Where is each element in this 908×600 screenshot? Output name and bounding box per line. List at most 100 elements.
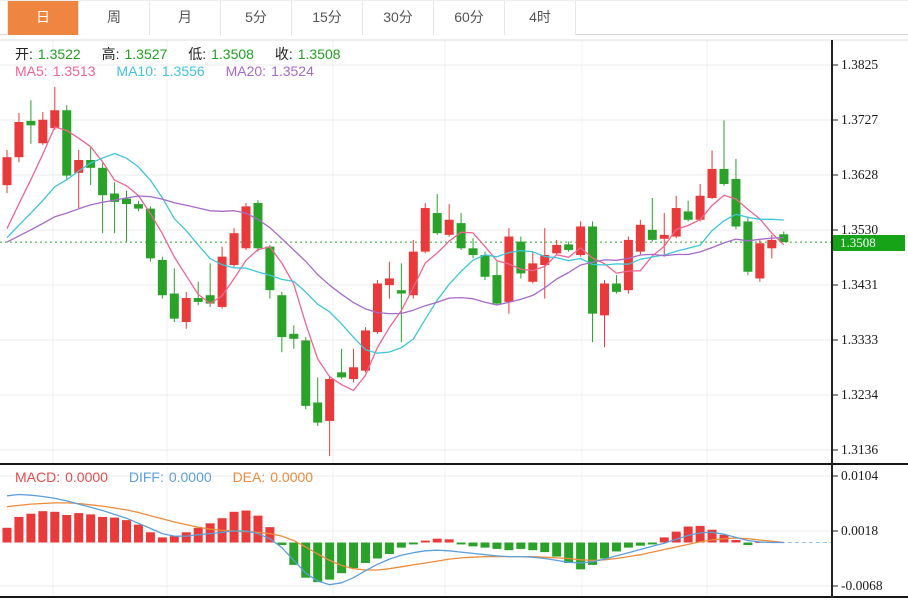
low-label: 低:	[188, 46, 207, 62]
candle-body	[277, 295, 287, 338]
macd-histogram-bar	[540, 542, 550, 553]
ma10-value: 1.3556	[161, 63, 205, 79]
candle-body	[229, 233, 239, 266]
candle-body	[552, 244, 562, 254]
candle-body	[671, 208, 681, 237]
candle-body	[659, 234, 669, 239]
macd-histogram-bar	[205, 523, 215, 543]
macd-histogram-bar	[516, 542, 526, 549]
candle-body	[647, 229, 657, 240]
macd-axis-label: -0.0068	[841, 578, 883, 593]
high-value: 1.3527	[124, 46, 168, 62]
macd-histogram-bar	[600, 542, 609, 559]
macd-histogram-bar	[528, 542, 538, 551]
candle-body	[504, 236, 514, 302]
close-value: 1.3508	[297, 46, 341, 62]
candle-body	[731, 178, 741, 227]
macd-histogram-bar	[313, 542, 323, 583]
candle-body	[265, 246, 275, 291]
macd-histogram-bar	[623, 542, 633, 548]
macd-value: 0.0000	[65, 469, 108, 485]
candle-body	[313, 402, 323, 423]
tab-5min[interactable]: 5分	[221, 1, 292, 35]
macd-histogram-bar	[157, 537, 167, 543]
macd-histogram-bar	[504, 542, 514, 551]
macd-histogram-bar	[564, 542, 574, 563]
macd-histogram-bar	[241, 510, 251, 543]
candle-body	[755, 243, 765, 279]
tab-30min[interactable]: 30分	[363, 1, 434, 35]
price-axis-label: 1.3333	[841, 332, 879, 347]
ma20-value: 1.3524	[271, 63, 314, 79]
ma20-line	[6, 195, 784, 315]
tab-4hour[interactable]: 4时	[505, 1, 576, 35]
diff-value: 0.0000	[168, 469, 212, 485]
candle-body	[420, 208, 430, 252]
dea-value: 0.0000	[270, 469, 314, 485]
macd-histogram-bar	[122, 520, 131, 543]
timeframe-tabbar: 日周月 5分 15分 30分 60分 4时	[0, 0, 908, 35]
macd-histogram-bar	[647, 542, 657, 545]
macd-histogram-bar	[444, 539, 454, 543]
candle-body	[600, 283, 609, 316]
candle-body	[528, 263, 538, 282]
candle-body	[767, 239, 777, 249]
macd-histogram-bar	[74, 513, 84, 543]
macd-histogram-bar	[229, 511, 239, 543]
macd-histogram-bar	[468, 542, 478, 547]
candle-body	[205, 295, 215, 304]
tab-week[interactable]: 周	[79, 1, 150, 35]
tab-15min[interactable]: 15分	[292, 1, 363, 35]
candle-body	[157, 260, 167, 296]
macd-histogram-bar	[683, 526, 693, 543]
candle-body	[372, 283, 382, 333]
candle-body	[169, 293, 179, 319]
candle-body	[122, 198, 131, 205]
macd-histogram-bar	[253, 515, 263, 543]
dea-line	[6, 502, 784, 571]
high-label: 高:	[101, 46, 120, 62]
ma5-value: 1.3513	[52, 63, 96, 79]
ma10-line	[6, 152, 784, 354]
macd-histogram-bar	[420, 540, 430, 543]
macd-histogram-bar	[50, 511, 60, 543]
candle-body	[695, 195, 705, 220]
open-label: 开:	[15, 46, 33, 62]
candle-body	[50, 110, 60, 129]
macd-histogram-bar	[635, 542, 645, 546]
macd-histogram-bar	[396, 542, 406, 548]
candle-body	[468, 248, 478, 255]
candle-body	[181, 298, 191, 323]
candle-body	[74, 159, 84, 173]
price-axis-label: 1.3727	[841, 112, 879, 127]
tab-day[interactable]: 日	[7, 1, 79, 35]
tab-month[interactable]: 月	[150, 1, 221, 35]
ma-legend: MA5: 1.3513 MA10: 1.3556 MA20: 1.3524	[15, 63, 331, 79]
macd-histogram-bar	[588, 542, 598, 565]
macd-histogram-bar	[695, 525, 705, 543]
candle-body	[707, 168, 717, 198]
macd-histogram-bar	[480, 542, 490, 548]
candle-body	[611, 283, 621, 292]
macd-legend: MACD: 0.0000 DIFF: 0.0000 DEA: 0.0000	[15, 469, 330, 485]
macd-histogram-bar	[671, 531, 681, 543]
macd-histogram-bar	[289, 542, 299, 565]
candle-body	[516, 241, 526, 274]
candle-body	[217, 256, 227, 307]
candle-body	[576, 226, 586, 255]
price-axis-label: 1.3136	[841, 442, 879, 457]
candle-body	[564, 244, 574, 250]
close-label: 收:	[274, 46, 293, 62]
candle-body	[743, 221, 753, 272]
macd-histogram-bar	[337, 542, 347, 574]
macd-histogram-bar	[743, 542, 753, 546]
tab-60min[interactable]: 60分	[434, 1, 505, 35]
macd-histogram-bar	[384, 542, 394, 555]
macd-histogram-bar	[707, 529, 717, 543]
macd-histogram-bar	[659, 537, 669, 543]
candle-body	[253, 203, 263, 249]
macd-axis-label: 0.0018	[841, 523, 879, 538]
candle-body	[110, 193, 120, 202]
